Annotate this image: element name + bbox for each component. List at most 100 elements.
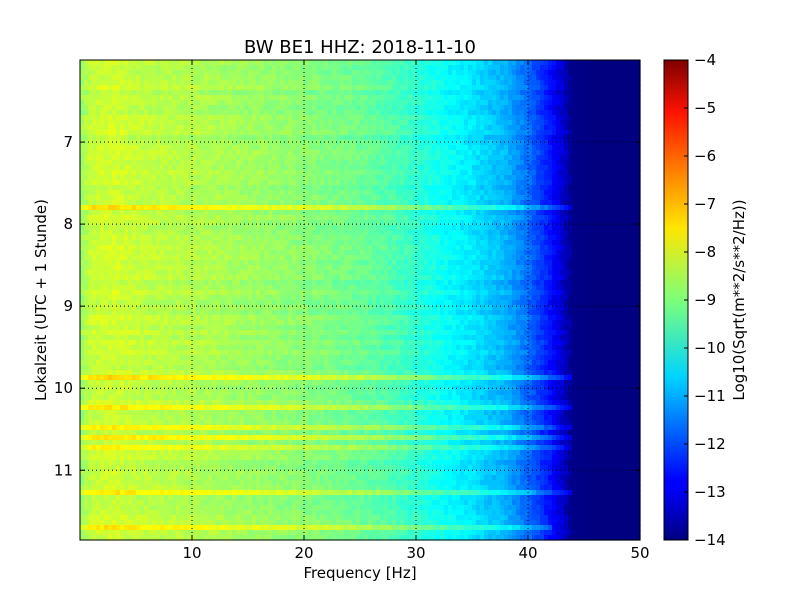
- heatmap-cell: [388, 60, 393, 66]
- heatmap-cell: [476, 225, 481, 231]
- heatmap-cell: [464, 95, 469, 101]
- heatmap-cell: [348, 200, 353, 206]
- heatmap-cell: [88, 105, 93, 111]
- heatmap-cell: [424, 215, 429, 221]
- heatmap-cell: [508, 160, 513, 166]
- heatmap-cell: [512, 165, 517, 171]
- heatmap-cell: [164, 85, 169, 91]
- heatmap-cell: [476, 125, 481, 131]
- heatmap-cell: [408, 225, 413, 231]
- heatmap-cell: [148, 170, 153, 176]
- heatmap-cell: [352, 180, 357, 186]
- heatmap-cell: [452, 135, 457, 141]
- heatmap-cell: [120, 80, 125, 86]
- heatmap-cell: [192, 95, 197, 101]
- heatmap-cell: [420, 70, 425, 76]
- heatmap-cell: [516, 175, 521, 181]
- heatmap-cell: [172, 160, 177, 166]
- heatmap-cell: [148, 175, 153, 181]
- heatmap-cell: [544, 75, 549, 81]
- heatmap-cell: [208, 110, 213, 116]
- heatmap-cell: [384, 125, 389, 131]
- heatmap-cell: [556, 190, 561, 196]
- heatmap-cell: [192, 215, 197, 221]
- heatmap-cell: [232, 190, 237, 196]
- heatmap-cell: [460, 105, 465, 111]
- heatmap-cell: [104, 205, 109, 211]
- heatmap-cell: [472, 135, 477, 141]
- heatmap-cell: [404, 130, 409, 136]
- heatmap-cell: [424, 160, 429, 166]
- heatmap-cell: [112, 135, 117, 141]
- heatmap-cell: [240, 160, 245, 166]
- heatmap-cell: [188, 120, 193, 126]
- heatmap-cell: [248, 135, 253, 141]
- heatmap-cell: [484, 125, 489, 131]
- heatmap-cell: [244, 135, 249, 141]
- heatmap-cell: [232, 110, 237, 116]
- heatmap-cell: [192, 90, 197, 96]
- heatmap-cell: [564, 185, 569, 191]
- heatmap-cell: [544, 170, 549, 176]
- heatmap-cell: [88, 215, 93, 221]
- heatmap-cell: [80, 90, 85, 96]
- heatmap-cell: [356, 105, 361, 111]
- heatmap-cell: [308, 125, 313, 131]
- heatmap-cell: [120, 225, 125, 231]
- heatmap-cell: [440, 90, 445, 96]
- heatmap-cell: [164, 140, 169, 146]
- heatmap-cell: [224, 65, 229, 71]
- heatmap-cell: [488, 140, 493, 146]
- heatmap-cell: [132, 200, 137, 206]
- heatmap-cell: [140, 135, 145, 141]
- heatmap-cell: [100, 85, 105, 91]
- heatmap-cell: [420, 120, 425, 126]
- heatmap-cell: [464, 100, 469, 106]
- heatmap-cell: [508, 85, 513, 91]
- heatmap-cell: [276, 115, 281, 121]
- heatmap-cell: [128, 130, 133, 136]
- heatmap-cell: [592, 80, 597, 86]
- heatmap-cell: [248, 150, 253, 156]
- heatmap-cell: [136, 180, 141, 186]
- heatmap-cell: [388, 140, 393, 146]
- heatmap-cell: [604, 80, 609, 86]
- heatmap-cell: [412, 175, 417, 181]
- heatmap-cell: [244, 205, 249, 211]
- heatmap-cell: [196, 105, 201, 111]
- heatmap-cell: [384, 70, 389, 76]
- heatmap-cell: [424, 170, 429, 176]
- heatmap-cell: [236, 135, 241, 141]
- heatmap-cell: [428, 230, 433, 236]
- heatmap-cell: [100, 220, 105, 226]
- heatmap-cell: [296, 165, 301, 171]
- heatmap-cell: [100, 135, 105, 141]
- heatmap-cell: [528, 110, 533, 116]
- heatmap-cell: [292, 225, 297, 231]
- heatmap-cell: [608, 75, 613, 81]
- heatmap-cell: [480, 190, 485, 196]
- heatmap-cell: [392, 130, 397, 136]
- heatmap-cell: [300, 125, 305, 131]
- heatmap-cell: [100, 160, 105, 166]
- heatmap-cell: [476, 165, 481, 171]
- heatmap-cell: [472, 145, 477, 151]
- heatmap-cell: [204, 185, 209, 191]
- heatmap-cell: [248, 235, 253, 241]
- heatmap-cell: [308, 145, 313, 151]
- heatmap-cell: [424, 175, 429, 181]
- heatmap-cell: [576, 75, 581, 81]
- heatmap-cell: [240, 75, 245, 81]
- heatmap-cell: [304, 170, 309, 176]
- heatmap-cell: [524, 70, 529, 76]
- heatmap-cell: [532, 190, 537, 196]
- heatmap-cell: [156, 70, 161, 76]
- heatmap-cell: [256, 185, 261, 191]
- heatmap-cell: [500, 195, 505, 201]
- heatmap-cell: [536, 80, 541, 86]
- heatmap-cell: [404, 145, 409, 151]
- heatmap-cell: [404, 115, 409, 121]
- heatmap-cell: [580, 210, 585, 216]
- heatmap-cell: [112, 150, 117, 156]
- heatmap-cell: [136, 160, 141, 166]
